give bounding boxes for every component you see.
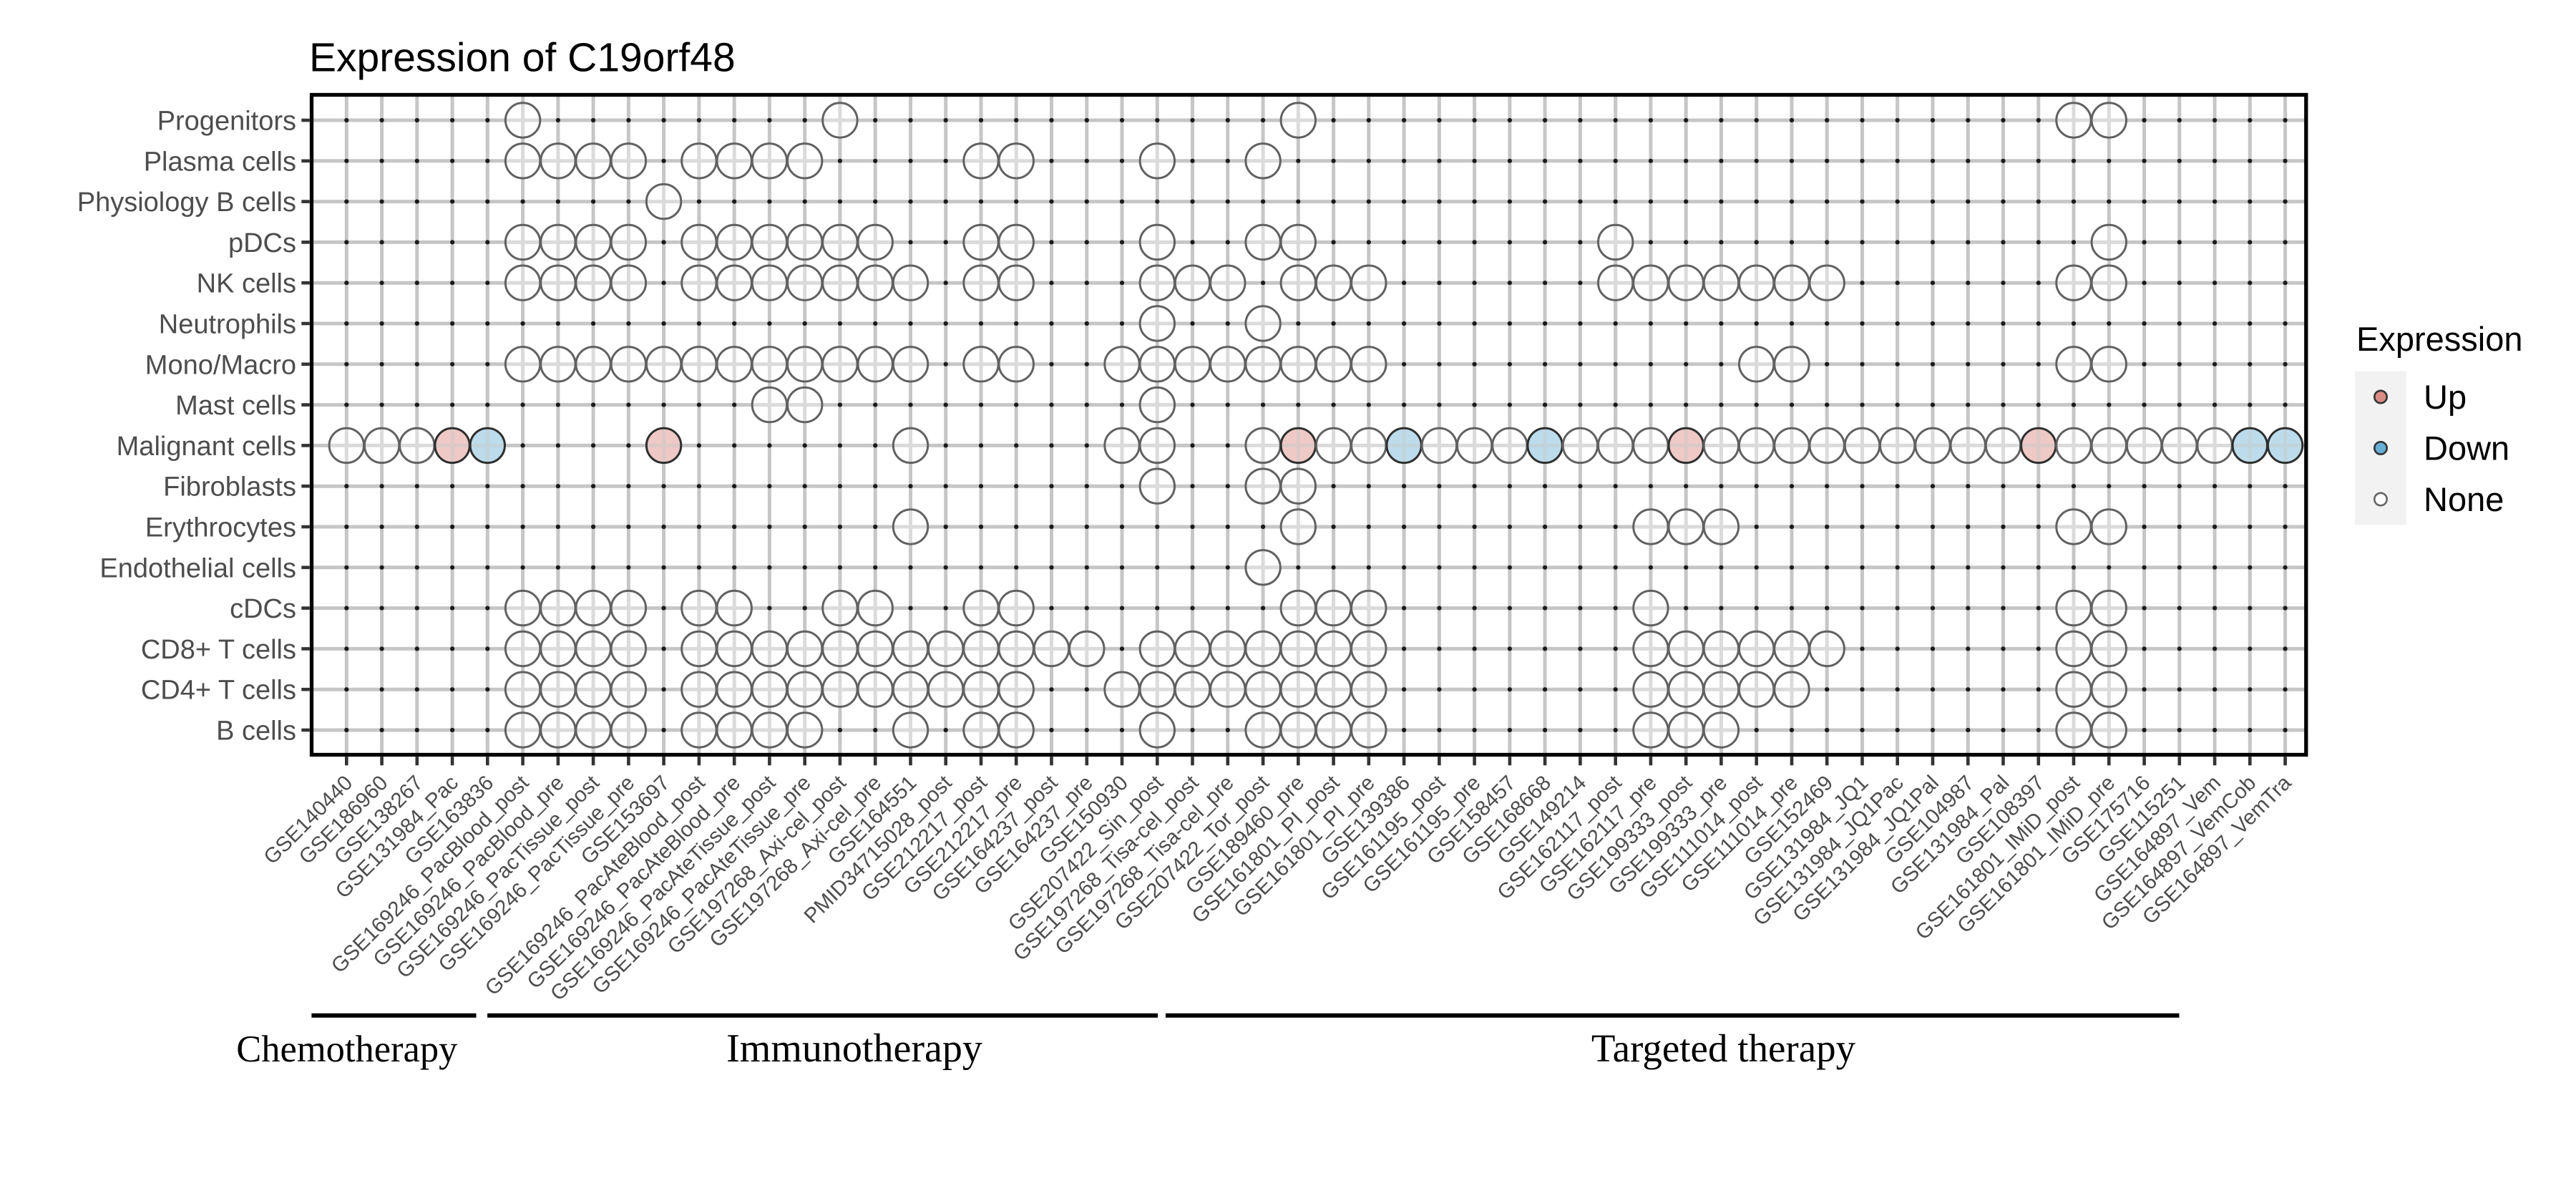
svg-text:Physiology B cells: Physiology B cells [77, 188, 296, 218]
svg-text:pDCs: pDCs [228, 228, 296, 258]
svg-text:Erythrocytes: Erythrocytes [145, 513, 296, 543]
svg-text:None: None [2424, 480, 2504, 518]
svg-text:NK cells: NK cells [197, 269, 296, 299]
svg-text:Fibroblasts: Fibroblasts [163, 472, 296, 502]
svg-text:Malignant cells: Malignant cells [117, 432, 296, 462]
svg-text:Chemotherapy: Chemotherapy [236, 1029, 458, 1070]
svg-text:cDCs: cDCs [230, 594, 296, 624]
svg-text:B cells: B cells [216, 716, 296, 747]
svg-text:Neutrophils: Neutrophils [159, 310, 296, 340]
svg-text:Plasma cells: Plasma cells [144, 147, 296, 177]
svg-text:Targeted therapy: Targeted therapy [1591, 1026, 1856, 1070]
svg-text:Endothelial cells: Endothelial cells [99, 553, 296, 583]
svg-text:Mast cells: Mast cells [175, 391, 296, 421]
svg-text:Expression: Expression [2356, 320, 2523, 358]
svg-text:Up: Up [2424, 378, 2467, 416]
svg-text:CD8+ T cells: CD8+ T cells [141, 635, 296, 665]
svg-text:CD4+ T cells: CD4+ T cells [141, 676, 296, 706]
svg-text:Down: Down [2424, 429, 2509, 467]
svg-text:Mono/Macro: Mono/Macro [145, 350, 296, 380]
svg-text:Immunotherapy: Immunotherapy [726, 1026, 982, 1071]
svg-text:Progenitors: Progenitors [157, 107, 296, 137]
svg-text:Expression of C19orf48: Expression of C19orf48 [309, 35, 736, 81]
